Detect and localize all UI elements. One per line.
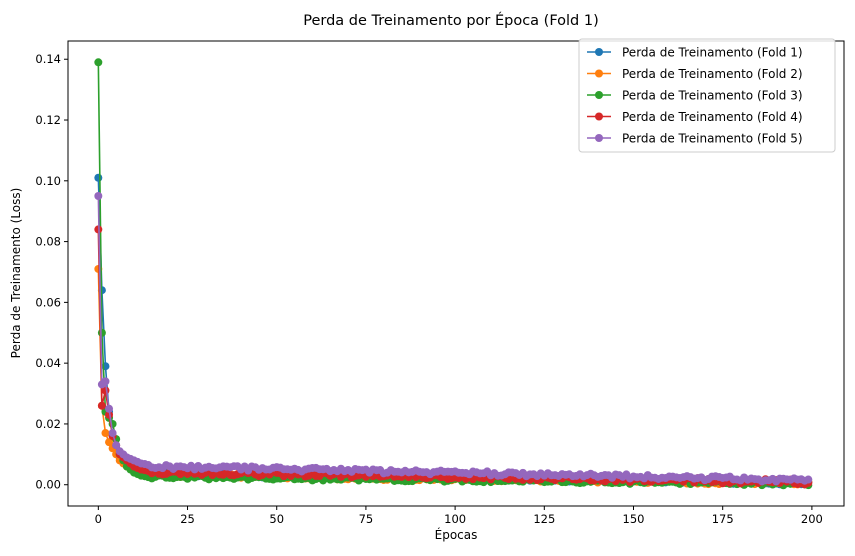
data-point xyxy=(105,404,114,413)
data-point xyxy=(112,441,121,450)
legend-marker xyxy=(595,69,603,78)
data-point xyxy=(101,429,110,438)
legend: Perda de Treinamento (Fold 1) Perda de Tr… xyxy=(578,38,836,153)
data-point xyxy=(94,192,103,200)
x-tick-label: 125 xyxy=(533,512,555,526)
chart-title: Perda de Treinamento por Época (Fold 1) xyxy=(303,12,599,29)
plot-frame xyxy=(67,40,845,507)
x-tick-label: 175 xyxy=(712,512,734,526)
series-line xyxy=(97,268,809,486)
legend-item: Perda de Treinamento (Fold 1) xyxy=(587,46,803,60)
y-axis-label: Perda de Treinamento (Loss) xyxy=(9,188,23,359)
legend-label: Perda de Treinamento (Fold 4) xyxy=(622,110,803,124)
data-point xyxy=(101,377,110,386)
series-fold-1 xyxy=(94,173,813,489)
x-tick-label: 25 xyxy=(180,512,195,526)
y-tick-label: 0.08 xyxy=(35,235,61,249)
data-point xyxy=(105,438,114,447)
legend-item: Perda de Treinamento (Fold 5) xyxy=(587,132,803,146)
series-fold-2 xyxy=(94,264,813,489)
x-tick-label: 150 xyxy=(623,512,645,526)
data-point xyxy=(94,58,103,67)
x-tick-label: 50 xyxy=(269,512,284,526)
data-point xyxy=(105,410,114,419)
data-point xyxy=(97,401,106,410)
legend-item: Perda de Treinamento (Fold 4) xyxy=(587,110,803,124)
y-tick-label: 0.14 xyxy=(35,52,61,66)
legend-marker xyxy=(595,134,603,142)
legend-label: Perda de Treinamento (Fold 3) xyxy=(622,89,803,103)
x-axis-label: Épocas xyxy=(435,527,478,542)
series-line xyxy=(97,229,809,486)
x-tick-label: 75 xyxy=(359,512,374,526)
y-tick-label: 0.04 xyxy=(35,356,61,370)
data-point xyxy=(108,429,117,438)
y-tick-label: 0.12 xyxy=(35,113,61,127)
y-tick-label: 0.00 xyxy=(35,478,61,492)
legend-marker xyxy=(595,91,603,99)
y-tick-label: 0.06 xyxy=(35,295,61,309)
x-axis: 0 25 50 75 100 125 150 175 200 xyxy=(95,506,823,526)
series-line xyxy=(97,195,809,483)
series-fold-4 xyxy=(94,225,813,489)
y-tick-label: 0.02 xyxy=(35,417,61,431)
legend-item: Perda de Treinamento (Fold 3) xyxy=(587,89,803,103)
data-point xyxy=(94,173,103,182)
legend-marker xyxy=(595,112,603,121)
legend-label: Perda de Treinamento (Fold 1) xyxy=(622,46,803,60)
data-point xyxy=(97,328,106,337)
y-axis: 0.00 0.02 0.04 0.06 0.08 0.10 0.12 0.14 xyxy=(35,52,68,492)
x-tick-label: 0 xyxy=(95,512,102,526)
legend-item: Perda de Treinamento (Fold 2) xyxy=(587,67,803,81)
legend-marker xyxy=(595,48,603,56)
series-line xyxy=(97,177,809,486)
data-point xyxy=(804,475,813,484)
legend-frame xyxy=(578,38,836,153)
legend-label: Perda de Treinamento (Fold 5) xyxy=(622,132,803,146)
y-tick-label: 0.10 xyxy=(35,174,61,188)
series-fold-5 xyxy=(94,192,813,486)
legend-label: Perda de Treinamento (Fold 2) xyxy=(622,67,803,81)
x-tick-label: 100 xyxy=(444,512,466,526)
x-tick-label: 200 xyxy=(801,512,823,526)
series-layer xyxy=(94,58,813,490)
